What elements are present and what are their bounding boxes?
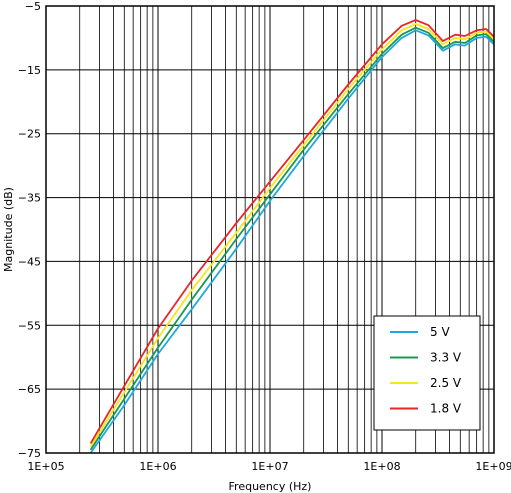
y-tick-label: −35 [18,192,41,205]
legend-label: 2.5 V [430,376,462,390]
legend-label: 3.3 V [430,351,462,365]
series-lines [89,19,495,454]
y-tick-label: −5 [25,0,41,13]
legend-label: 5 V [430,325,450,339]
legend-label: 1.8 V [430,402,462,416]
series-line-1 [89,26,495,451]
x-tick-label: 1E+06 [139,460,176,473]
y-tick-label: −55 [18,319,41,332]
series-line-2 [89,22,495,448]
tick-labels: 1E+05 1E+06 1E+07 1E+08 1E+09 −5 −15 −25 −35 −45 −… [18,0,511,473]
x-tick-label: 1E+08 [363,460,400,473]
y-tick-label: −25 [18,128,41,141]
legend: 5 V 3.3 V 2.5 V 1.8 V [373,315,481,431]
y-tick-label: −75 [18,447,41,460]
legend-box [373,315,481,431]
series-line-0 [89,29,495,454]
x-tick-label: 1E+05 [27,460,64,473]
y-tick-label: −45 [18,255,41,268]
plot-frame [45,5,495,454]
y-axis-label: Magnitude (dB) [2,187,15,272]
x-tick-label: 1E+07 [251,460,288,473]
series-line-3 [89,19,495,444]
x-tick-label: 1E+09 [475,460,511,473]
y-tick-label: −15 [18,64,41,77]
x-axis-label: Frequency (Hz) [229,480,312,493]
y-tick-label: −65 [18,383,41,396]
